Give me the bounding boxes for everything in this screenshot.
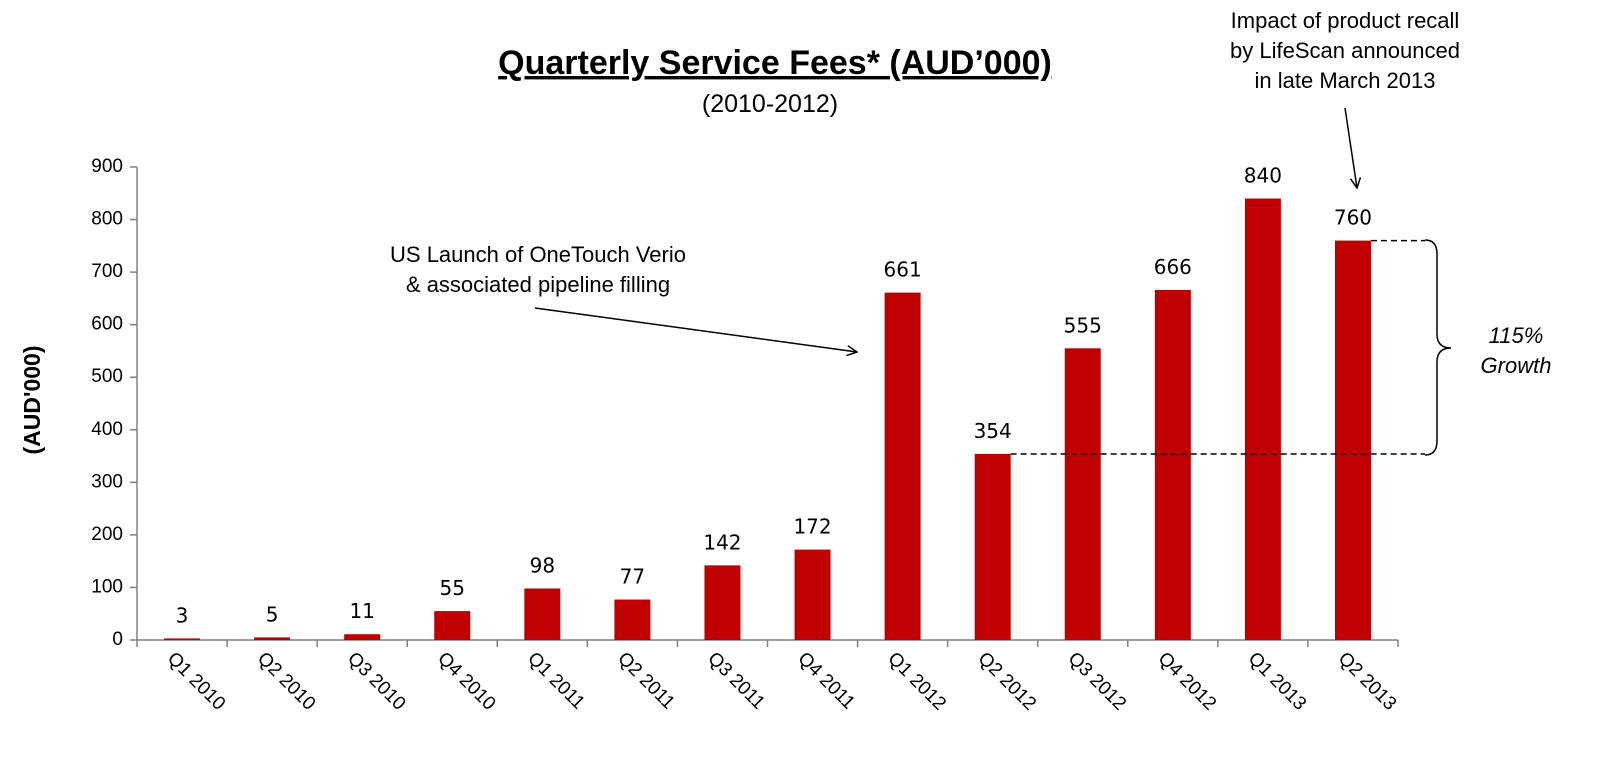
data-label: 142 [703,530,741,554]
chart-subtitle: (2010-2012) [702,90,838,118]
bar [1244,198,1281,641]
recall-line: by LifeScan announced [1230,38,1460,63]
bar [344,634,381,640]
y-tick-label: 700 [91,261,123,282]
x-tick-label: Q1 2012 [884,648,950,714]
y-tick-label: 200 [91,524,123,545]
bar [1334,240,1371,641]
data-label: 666 [1154,255,1192,279]
x-tick-label: Q4 2011 [793,648,858,713]
launch-arrow [534,307,857,352]
x-tick-label: Q2 2010 [253,648,319,714]
y-tick-label: 900 [91,156,123,177]
launch-line: US Launch of OneTouch Verio [390,242,686,267]
launch-annotation: US Launch of OneTouch Verio & associated … [390,242,686,297]
data-label: 11 [349,599,374,623]
y-tick-label: 500 [91,366,123,387]
data-label: 55 [440,576,465,600]
data-label: 172 [793,515,831,539]
bar [614,599,651,640]
x-tick-label: Q3 2010 [343,648,409,714]
growth-brace [1424,239,1452,456]
y-tick-label: 400 [91,419,123,440]
recall-line: Impact of product recall [1231,8,1460,33]
recall-arrow [1344,107,1357,188]
chart-title: Quarterly Service Fees* (AUD’000) [498,44,1052,82]
x-tick-label: Q2 2011 [613,648,678,713]
x-tick-label: Q4 2012 [1154,648,1220,714]
y-tick-label: 100 [91,576,123,597]
x-tick-label: Q3 2012 [1064,648,1130,714]
x-tick-label: Q1 2013 [1244,648,1310,714]
bar [884,292,921,640]
data-label: 760 [1334,206,1372,230]
data-label: 3 [176,603,189,627]
data-label: 661 [884,258,922,282]
bar [254,637,291,640]
bar [794,549,831,640]
growth-line: Growth [1481,353,1552,378]
x-tick-label: Q1 2011 [523,648,588,713]
y-tick-label: 0 [112,629,123,650]
recall-line: in late March 2013 [1255,68,1436,93]
data-label: 354 [974,419,1012,443]
data-label: 98 [530,553,555,577]
bar [164,638,201,640]
bar [434,611,471,640]
y-tick-label: 300 [91,471,123,492]
x-tick-label: Q4 2010 [433,648,499,714]
data-label: 555 [1064,313,1102,337]
data-label: 77 [620,565,645,589]
growth-line: 115% [1489,323,1544,348]
y-tick-label: 800 [91,209,123,230]
data-label: 840 [1244,164,1282,188]
x-tick-label: Q3 2011 [703,648,768,713]
bar [1064,348,1101,640]
growth-annotation: 115% Growth [1481,323,1552,378]
x-tick-label: Q2 2013 [1334,648,1400,714]
launch-line: & associated pipeline filling [406,272,670,297]
data-label: 5 [266,602,279,626]
x-tick-label: Q1 2010 [163,648,229,714]
y-tick-label: 600 [91,314,123,335]
x-tick-label: Q2 2012 [974,648,1040,714]
y-axis-label: (AUD'000) [19,346,45,455]
bar [524,588,561,640]
bar [1154,289,1191,640]
bar [704,565,741,640]
recall-annotation: Impact of product recall by LifeScan anno… [1230,8,1460,93]
bar [974,453,1011,640]
